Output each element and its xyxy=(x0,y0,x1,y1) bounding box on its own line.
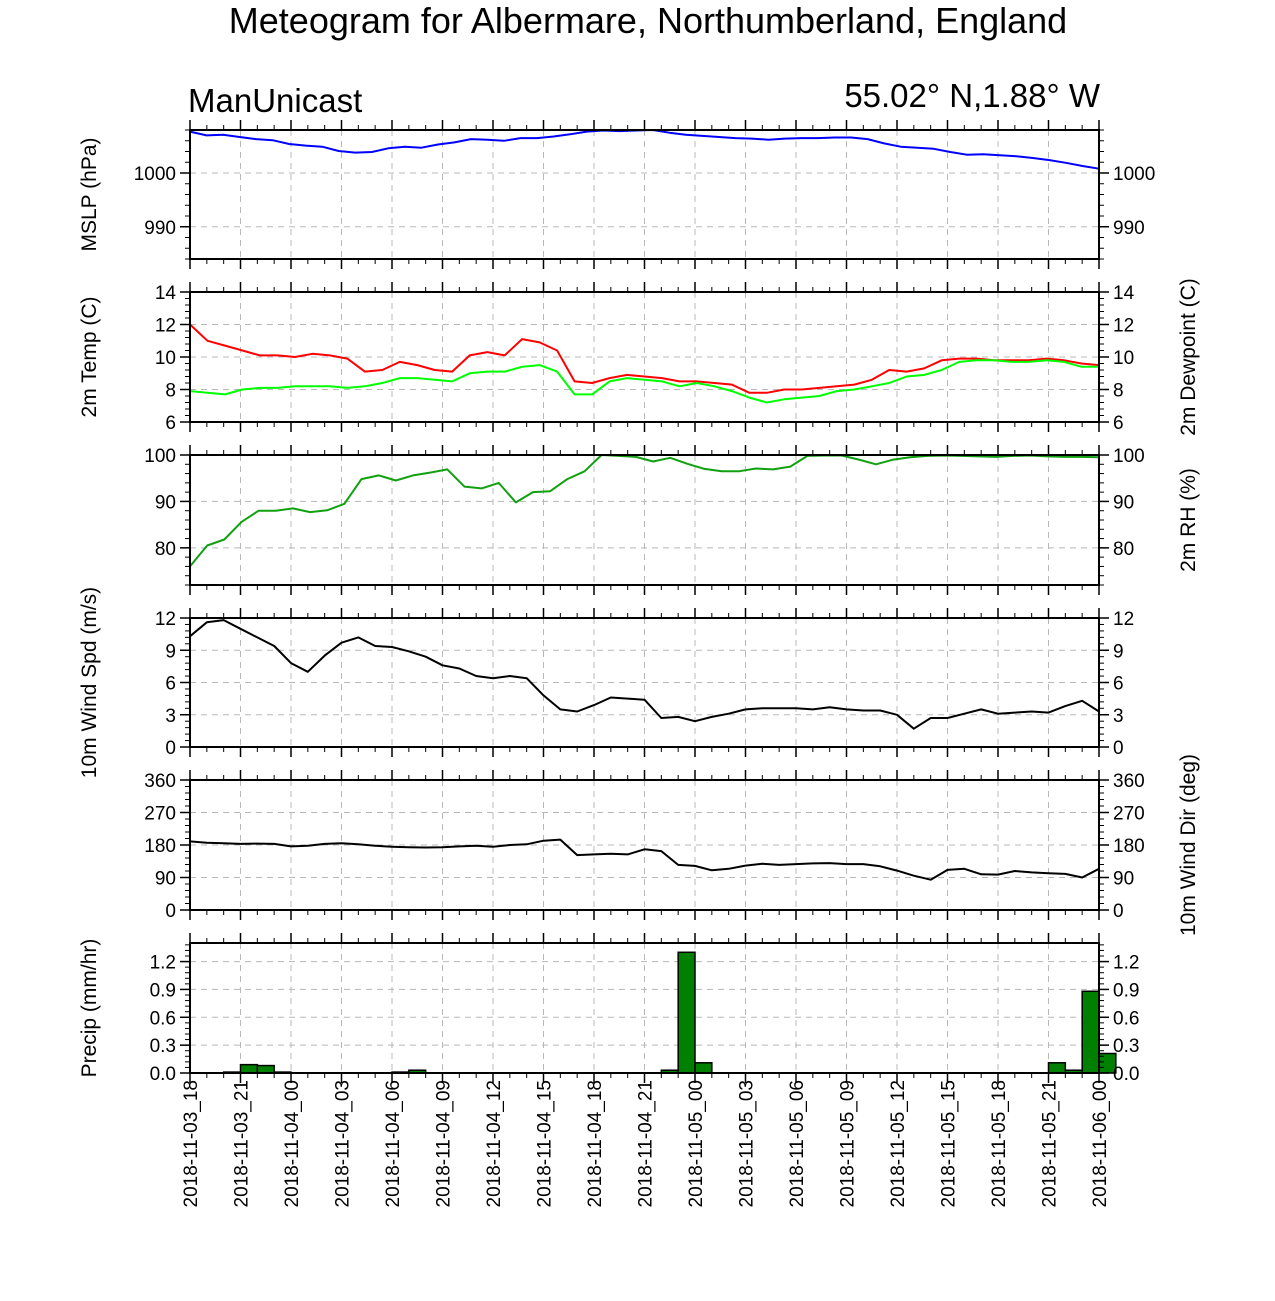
y-axis-label-right: 2m Dewpoint (C) xyxy=(1177,278,1200,436)
precip-bar xyxy=(1081,990,1100,1074)
y-tick-label-right: 12 xyxy=(1113,316,1134,337)
time-axis-labels: 2018-11-03_18 2018-11-03_21 2018-11-04_00 2… xyxy=(181,1080,1111,1207)
y-tick-label-right: 990 xyxy=(1113,218,1145,239)
y-axis-label-left: 2m Temp (C) xyxy=(78,297,101,418)
y-tick-label-right: 0.9 xyxy=(1113,980,1139,1001)
time-tick-label: 2018-11-04_09 xyxy=(434,1080,455,1207)
y-tick-label-right: 0 xyxy=(1113,738,1124,759)
y-tick-label-right: 0.0 xyxy=(1113,1064,1139,1085)
y-tick-label-right: 10 xyxy=(1113,348,1134,369)
y-tick-label-right: 14 xyxy=(1113,283,1135,304)
precip-bar xyxy=(677,951,696,1074)
y-tick-label-left: 180 xyxy=(144,836,176,857)
y-tick-label-left: 80 xyxy=(155,539,176,560)
y-axis-label-left: 10m Wind Spd (m/s) xyxy=(78,587,101,778)
time-tick-label: 2018-11-05_00 xyxy=(686,1080,707,1207)
y-axis-label-left: MSLP (hPa) xyxy=(78,138,101,252)
y-tick-label-left: 360 xyxy=(144,771,176,792)
y-tick-label-left: 0.0 xyxy=(150,1064,176,1085)
y-tick-label-right: 90 xyxy=(1113,869,1134,890)
y-axis-label-right: 2m RH (%) xyxy=(1177,468,1200,572)
y-tick-label-right: 1.2 xyxy=(1113,953,1139,974)
y-tick-label-left: 0.6 xyxy=(150,1008,176,1029)
y-tick-label-left: 6 xyxy=(165,413,176,434)
time-tick-label: 2018-11-05_18 xyxy=(989,1080,1010,1207)
y-tick-label-left: 3 xyxy=(165,706,176,727)
chart-title: Meteogram for Albermare, Northumberland,… xyxy=(229,0,1067,41)
panel-frame xyxy=(189,129,1100,260)
y-tick-label-left: 1000 xyxy=(134,164,176,185)
time-tick-label: 2018-11-05_21 xyxy=(1040,1080,1061,1207)
panel-6: 0.0 0.0 0.3 0.3 0.6 0.6 0.9 0.9 1.2 1.2 Precip (mm… xyxy=(78,933,1139,1085)
time-tick-label: 2018-11-05_06 xyxy=(787,1080,808,1207)
y-tick-label-left: 12 xyxy=(155,316,176,337)
y-tick-label-left: 0.3 xyxy=(150,1036,176,1057)
y-tick-label-right: 6 xyxy=(1113,413,1124,434)
y-tick-label-right: 360 xyxy=(1113,771,1145,792)
time-tick-label: 2018-11-06_00 xyxy=(1090,1080,1111,1207)
y-tick-label-left: 90 xyxy=(155,869,176,890)
y-axis-label-left: Precip (mm/hr) xyxy=(78,939,101,1078)
time-tick-label: 2018-11-04_21 xyxy=(636,1080,657,1207)
y-tick-label-right: 6 xyxy=(1113,674,1124,695)
time-tick-label: 2018-11-03_21 xyxy=(232,1080,253,1207)
time-tick-label: 2018-11-05_09 xyxy=(838,1080,859,1207)
y-tick-label-left: 0 xyxy=(165,738,176,759)
y-tick-label-right: 80 xyxy=(1113,539,1134,560)
y-tick-label-left: 6 xyxy=(165,674,176,695)
y-tick-label-right: 1000 xyxy=(1113,164,1155,185)
dewpoint-line xyxy=(189,359,1099,404)
y-tick-label-right: 12 xyxy=(1113,609,1134,630)
y-tick-label-left: 14 xyxy=(155,283,177,304)
time-tick-label: 2018-11-04_12 xyxy=(484,1080,505,1207)
y-tick-label-left: 990 xyxy=(144,218,176,239)
y-tick-label-right: 90 xyxy=(1113,492,1134,513)
y-tick-label-left: 0.9 xyxy=(150,980,176,1001)
y-tick-label-right: 3 xyxy=(1113,706,1124,727)
y-tick-label-left: 12 xyxy=(155,609,176,630)
time-tick-label: 2018-11-05_12 xyxy=(888,1080,909,1207)
y-tick-label-left: 9 xyxy=(165,641,176,662)
precip-bar xyxy=(239,1063,259,1074)
y-tick-label-right: 180 xyxy=(1113,836,1145,857)
time-tick-label: 2018-11-04_06 xyxy=(383,1080,404,1207)
y-tick-label-right: 0 xyxy=(1113,901,1124,922)
wind-line xyxy=(189,838,1100,881)
y-tick-label-right: 0.3 xyxy=(1113,1036,1139,1057)
panel-1: 990 990 1000 1000 MSLP (hPa) xyxy=(78,120,1155,269)
time-tick-label: 2018-11-04_15 xyxy=(535,1080,556,1207)
y-tick-label-left: 100 xyxy=(144,446,176,467)
wind-line xyxy=(189,619,1100,730)
y-tick-label-right: 270 xyxy=(1113,804,1145,825)
panel-2: 6 6 8 8 10 10 12 12 14 14 2m Temp (C) 2m Dewpoint (… xyxy=(78,278,1200,436)
time-tick-label: 2018-11-05_03 xyxy=(737,1080,758,1207)
time-tick-label: 2018-11-05_15 xyxy=(939,1080,960,1207)
model-label: ManUnicast xyxy=(188,82,362,119)
panel-5: 0 0 90 90 180 180 270 270 360 360 10m Wind Dir (de… xyxy=(144,754,1200,936)
precip-bar xyxy=(694,1062,713,1074)
precip-bar xyxy=(1047,1062,1067,1074)
panel-4: 0 0 3 3 6 6 9 9 12 12 10m Wind Spd (m/s) xyxy=(78,587,1134,778)
y-tick-label-left: 10 xyxy=(155,348,176,369)
y-tick-label-left: 90 xyxy=(155,492,176,513)
y-tick-label-left: 0 xyxy=(165,901,176,922)
location-label: 55.02° N,1.88° W xyxy=(844,77,1101,114)
y-tick-label-right: 9 xyxy=(1113,641,1124,662)
panel-3: 80 80 90 90 100 100 2m RH (%) xyxy=(144,445,1200,595)
time-tick-label: 2018-11-04_18 xyxy=(585,1080,606,1207)
time-tick-label: 2018-11-04_03 xyxy=(333,1080,354,1207)
y-tick-label-right: 100 xyxy=(1113,446,1145,467)
y-tick-label-left: 8 xyxy=(165,381,176,402)
temp-line xyxy=(189,323,1100,394)
y-tick-label-left: 1.2 xyxy=(150,953,176,974)
time-tick-label: 2018-11-04_00 xyxy=(282,1080,303,1207)
y-axis-label-right: 10m Wind Dir (deg) xyxy=(1177,754,1200,936)
y-tick-label-left: 270 xyxy=(144,804,176,825)
time-tick-label: 2018-11-03_18 xyxy=(181,1080,202,1207)
y-tick-label-right: 8 xyxy=(1113,381,1124,402)
precip-bar xyxy=(256,1064,275,1074)
y-tick-label-right: 0.6 xyxy=(1113,1008,1139,1029)
